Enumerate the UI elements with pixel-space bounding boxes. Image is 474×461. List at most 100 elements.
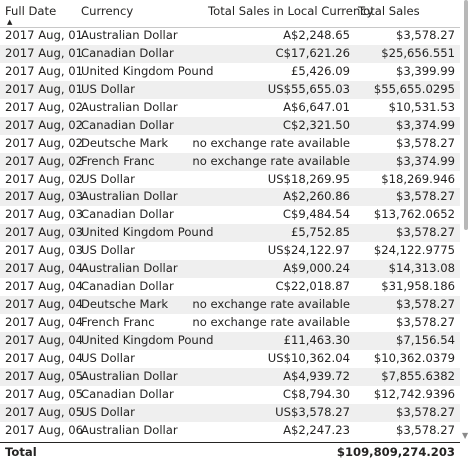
- date-cell: 2017 Aug, 02: [5, 153, 83, 168]
- local-sales-cell: A$2,260.86: [283, 189, 350, 204]
- table-row[interactable]: 2017 Aug, 02 French Franc no exchange rate…: [0, 152, 460, 171]
- currency-cell: United Kingdom Pound: [81, 332, 214, 347]
- local-sales-cell: no exchange rate available: [192, 297, 350, 312]
- table-row[interactable]: 2017 Aug, 05 US Dollar US$3,578.27 $3,578.2…: [0, 403, 460, 422]
- currency-cell: Canadian Dollar: [81, 45, 174, 60]
- table-row[interactable]: 2017 Aug, 02 Canadian Dollar C$2,321.50 $3,…: [0, 116, 460, 135]
- date-cell: 2017 Aug, 04: [5, 279, 83, 294]
- column-header-currency[interactable]: Currency: [81, 4, 134, 18]
- table-row[interactable]: 2017 Aug, 02 US Dollar US$18,269.95 $18,269…: [0, 171, 460, 189]
- table-row[interactable]: 2017 Aug, 06 Australian Dollar A$2,247.23 $…: [0, 422, 460, 440]
- table-row[interactable]: 2017 Aug, 03 United Kingdom Pound £5,752.8…: [0, 224, 460, 243]
- currency-cell: US Dollar: [81, 81, 135, 96]
- table-row[interactable]: 2017 Aug, 05 Australian Dollar A$4,939.72 $…: [0, 367, 460, 386]
- date-cell: 2017 Aug, 01: [5, 63, 83, 78]
- total-sales-cell: $31,958.186: [381, 279, 455, 294]
- total-sales-cell: $10,362.0379: [373, 350, 455, 365]
- column-header-local-sales[interactable]: Total Sales in Local Currency: [208, 4, 374, 18]
- date-cell: 2017 Aug, 03: [5, 243, 83, 258]
- total-sales-cell: $7,156.54: [395, 332, 455, 347]
- table-row[interactable]: 2017 Aug, 05 Canadian Dollar C$8,794.30 $12…: [0, 386, 460, 404]
- table-row[interactable]: 2017 Aug, 04 United Kingdom Pound £11,463.…: [0, 331, 460, 350]
- total-sales-cell: $13,762.0652: [373, 207, 455, 222]
- table-row[interactable]: 2017 Aug, 01 Canadian Dollar C$17,621.26 $2…: [0, 44, 460, 63]
- local-sales-cell: A$6,647.01: [283, 99, 350, 114]
- table-row[interactable]: 2017 Aug, 04 French Franc no exchange rate…: [0, 314, 460, 332]
- table-row[interactable]: 2017 Aug, 04 Deutsche Mark no exchange rat…: [0, 296, 460, 314]
- scroll-down-icon[interactable]: ▼: [462, 431, 469, 440]
- total-sales-cell: $55,655.0295: [373, 81, 455, 96]
- local-sales-cell: US$3,578.27: [275, 404, 350, 419]
- date-cell: 2017 Aug, 04: [5, 261, 83, 276]
- currency-cell: Deutsche Mark: [81, 297, 169, 312]
- currency-cell: Australian Dollar: [81, 28, 178, 42]
- table-row[interactable]: 2017 Aug, 03 Canadian Dollar C$9,484.54 $13…: [0, 206, 460, 224]
- date-cell: 2017 Aug, 03: [5, 225, 83, 240]
- date-cell: 2017 Aug, 05: [5, 386, 83, 401]
- table-row[interactable]: 2017 Aug, 02 Deutsche Mark no exchange rat…: [0, 135, 460, 153]
- local-sales-cell: A$9,000.24: [283, 261, 350, 276]
- column-header-total-sales[interactable]: Total Sales: [358, 4, 420, 18]
- total-sales-cell: $12,742.9396: [373, 386, 455, 401]
- local-sales-cell: £5,426.09: [290, 63, 350, 78]
- local-sales-cell: A$2,248.65: [283, 28, 350, 42]
- table-row[interactable]: 2017 Aug, 04 Canadian Dollar C$22,018.87 $3…: [0, 278, 460, 296]
- total-sales-cell: $3,578.27: [395, 135, 455, 150]
- currency-cell: French Franc: [81, 315, 155, 329]
- local-sales-cell: C$22,018.87: [275, 279, 350, 294]
- table-row[interactable]: 2017 Aug, 01 Australian Dollar A$2,248.65 $…: [0, 27, 460, 45]
- date-cell: 2017 Aug, 06: [5, 422, 83, 437]
- table-row[interactable]: 2017 Aug, 01 United Kingdom Pound £5,426.0…: [0, 63, 460, 81]
- table-row[interactable]: 2017 Aug, 01 US Dollar US$55,655.03 $55,655…: [0, 80, 460, 99]
- local-sales-cell: C$9,484.54: [282, 207, 350, 222]
- total-sales-cell: $10,531.53: [388, 99, 455, 114]
- currency-cell: United Kingdom Pound: [81, 63, 214, 78]
- currency-cell: Canadian Dollar: [81, 207, 174, 222]
- table-row[interactable]: 2017 Aug, 04 Australian Dollar A$9,000.24 $…: [0, 260, 460, 279]
- date-cell: 2017 Aug, 01: [5, 28, 83, 42]
- total-sales-cell: $3,578.27: [395, 422, 455, 437]
- vertical-scrollbar[interactable]: [464, 0, 468, 230]
- currency-cell: US Dollar: [81, 350, 135, 365]
- local-sales-cell: C$8,794.30: [282, 386, 350, 401]
- currency-cell: Canadian Dollar: [81, 386, 174, 401]
- table-row[interactable]: 2017 Aug, 03 Australian Dollar A$2,260.86 $…: [0, 188, 460, 207]
- total-sales-cell: $3,374.99: [395, 153, 455, 168]
- local-sales-cell: US$10,362.04: [267, 350, 350, 365]
- date-cell: 2017 Aug, 01: [5, 45, 83, 60]
- date-cell: 2017 Aug, 02: [5, 171, 83, 186]
- total-sales-cell: $18,269.946: [381, 171, 455, 186]
- currency-cell: US Dollar: [81, 404, 135, 419]
- local-sales-cell: £5,752.85: [290, 225, 350, 240]
- table-header: Full Date ▲ Currency Total Sales in Loca…: [0, 0, 460, 28]
- local-sales-cell: £11,463.30: [283, 332, 350, 347]
- local-sales-cell: C$17,621.26: [275, 45, 350, 60]
- date-cell: 2017 Aug, 04: [5, 332, 83, 347]
- table-row[interactable]: 2017 Aug, 03 US Dollar US$24,122.97 $24,122…: [0, 242, 460, 260]
- total-sales-cell: $3,578.27: [395, 189, 455, 204]
- currency-cell: Australian Dollar: [81, 368, 178, 383]
- currency-cell: Australian Dollar: [81, 99, 178, 114]
- total-sales-cell: $3,399.99: [395, 63, 455, 78]
- table-row[interactable]: 2017 Aug, 04 US Dollar US$10,362.04 $10,362…: [0, 350, 460, 368]
- sort-ascending-icon[interactable]: ▲: [7, 18, 13, 26]
- total-sales-cell: $3,578.27: [395, 297, 455, 312]
- column-header-full-date[interactable]: Full Date: [5, 4, 57, 18]
- local-sales-cell: A$2,247.23: [283, 422, 350, 437]
- local-sales-cell: A$4,939.72: [283, 368, 350, 383]
- total-sales-cell: $14,313.08: [388, 261, 455, 276]
- currency-cell: Australian Dollar: [81, 261, 178, 276]
- total-sales-cell: $3,374.99: [395, 117, 455, 132]
- local-sales-cell: no exchange rate available: [192, 153, 350, 168]
- local-sales-cell: no exchange rate available: [192, 135, 350, 150]
- date-cell: 2017 Aug, 01: [5, 81, 83, 96]
- currency-cell: US Dollar: [81, 171, 135, 186]
- local-sales-cell: US$24,122.97: [267, 243, 350, 258]
- table-row[interactable]: 2017 Aug, 02 Australian Dollar A$6,647.01 $…: [0, 99, 460, 117]
- date-cell: 2017 Aug, 03: [5, 207, 83, 222]
- currency-cell: Deutsche Mark: [81, 135, 169, 150]
- total-sales-cell: $3,578.27: [395, 225, 455, 240]
- table-body: 2017 Aug, 01 Australian Dollar A$2,248.65 $…: [0, 27, 460, 440]
- total-sales-cell: $24,122.9775: [373, 243, 455, 258]
